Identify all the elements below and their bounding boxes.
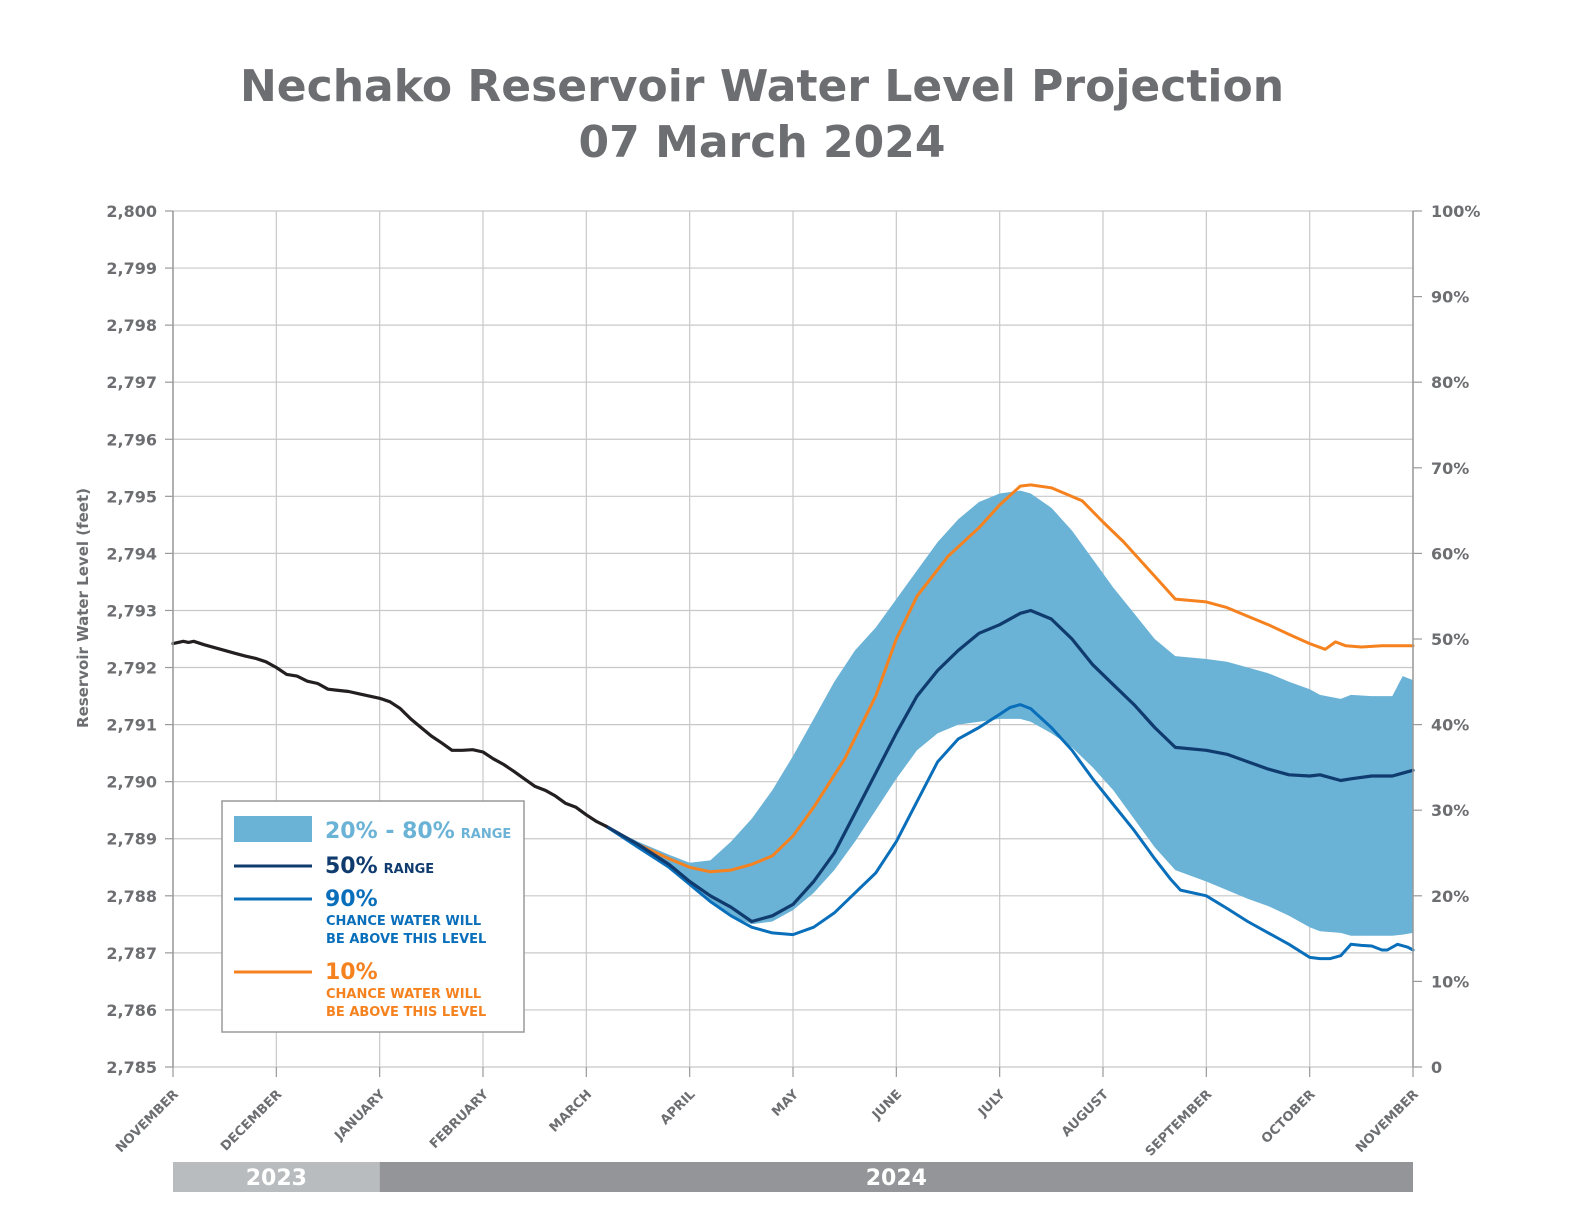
series-lines-layer [171, 483, 1415, 961]
y-tick-label: 2,800 [106, 202, 157, 221]
y-tick-label: 2,793 [106, 601, 157, 620]
legend: 20% - 80% RANGE 50% RANGE 90% CHANCE WATER… [221, 800, 525, 1033]
legend-p10-value: 10% [325, 960, 378, 985]
x-tick-label: MAY [769, 1087, 802, 1120]
x-tick-label: OCTOBER [1259, 1087, 1319, 1147]
y2-tick-label: 0 [1431, 1058, 1442, 1077]
x-tick-label: JUNE [869, 1087, 905, 1123]
y2-tick-label: 70% [1431, 459, 1469, 478]
y-tick-label: 2,799 [106, 259, 157, 278]
legend-p90-value: 90% [325, 887, 378, 912]
y-tick-label: 2,790 [106, 773, 157, 792]
x-tick-label: JANUARY [331, 1087, 388, 1144]
range-band-20-80 [606, 490, 1413, 936]
x-tick-label: NOVEMBER [113, 1087, 182, 1156]
year-label: 2023 [246, 1166, 307, 1191]
y-tick-label: 2,787 [106, 944, 157, 963]
y2-tick-label: 100% [1431, 202, 1480, 221]
year-bar: 2023 2024 [173, 1162, 1414, 1192]
legend-p90-desc-1: CHANCE WATER WILL [326, 914, 481, 929]
legend-band-swatch [234, 816, 312, 842]
legend-p90-desc-2: BE ABOVE THIS LEVEL [326, 932, 486, 947]
legend-p10-desc-2: BE ABOVE THIS LEVEL [326, 1005, 486, 1020]
legend-median-label: 50% RANGE [325, 854, 434, 879]
y-tick-label: 2,785 [106, 1058, 157, 1077]
y2-tick-label: 30% [1431, 801, 1469, 820]
legend-median-value: 50% [325, 854, 378, 879]
series-line-median [604, 608, 1415, 924]
legend-median-suffix: RANGE [384, 862, 435, 877]
legend-band-suffix: RANGE [461, 827, 512, 842]
x-tick-label: SEPTEMBER [1143, 1087, 1215, 1159]
legend-band-value: 20% - 80% [325, 819, 455, 844]
y2-tick-label: 90% [1431, 288, 1469, 307]
x-tick-label: FEBRUARY [427, 1087, 492, 1152]
y-tick-label: 2,797 [106, 373, 157, 392]
year-segment [173, 1162, 380, 1192]
y2-tick-label: 50% [1431, 630, 1469, 649]
x-tick-label: APRIL [658, 1087, 699, 1128]
x-tick-label: AUGUST [1059, 1087, 1112, 1140]
y-axis-label: Reservoir Water Level (feet) [74, 488, 92, 728]
legend-band-label: 20% - 80% RANGE [325, 819, 511, 844]
y-tick-label: 2,794 [106, 544, 157, 563]
y-tick-label: 2,796 [106, 430, 157, 449]
y2-tick-label: 80% [1431, 373, 1469, 392]
year-segment [379, 1162, 1414, 1192]
year-label: 2024 [866, 1166, 927, 1191]
chart-subtitle: 07 March 2024 [579, 117, 946, 168]
y2-tick-label: 60% [1431, 544, 1469, 563]
y-tick-label: 2,798 [106, 316, 157, 335]
chart-title: Nechako Reservoir Water Level Projection [240, 61, 1284, 112]
y2-tick-label: 40% [1431, 716, 1469, 735]
series-line-observed [171, 639, 608, 828]
y2-tick-label: 20% [1431, 887, 1469, 906]
legend-p10-desc-1: CHANCE WATER WILL [326, 987, 481, 1002]
x-tick-label: DECEMBER [218, 1087, 285, 1154]
y-tick-label: 2,795 [106, 487, 157, 506]
y-tick-label: 2,786 [106, 1001, 157, 1020]
series-line-p90 [604, 703, 1415, 961]
y-tick-label: 2,788 [106, 887, 157, 906]
y-tick-label: 2,789 [106, 830, 157, 849]
x-tick-label: MARCH [547, 1087, 595, 1135]
x-tick-label: NOVEMBER [1353, 1087, 1422, 1156]
y-tick-label: 2,792 [106, 659, 157, 678]
range-band-layer [606, 490, 1413, 936]
y-tick-label: 2,791 [106, 716, 157, 735]
series-line-p10 [604, 483, 1415, 874]
y2-tick-label: 10% [1431, 972, 1469, 991]
x-tick-label: JULY [975, 1087, 1009, 1121]
